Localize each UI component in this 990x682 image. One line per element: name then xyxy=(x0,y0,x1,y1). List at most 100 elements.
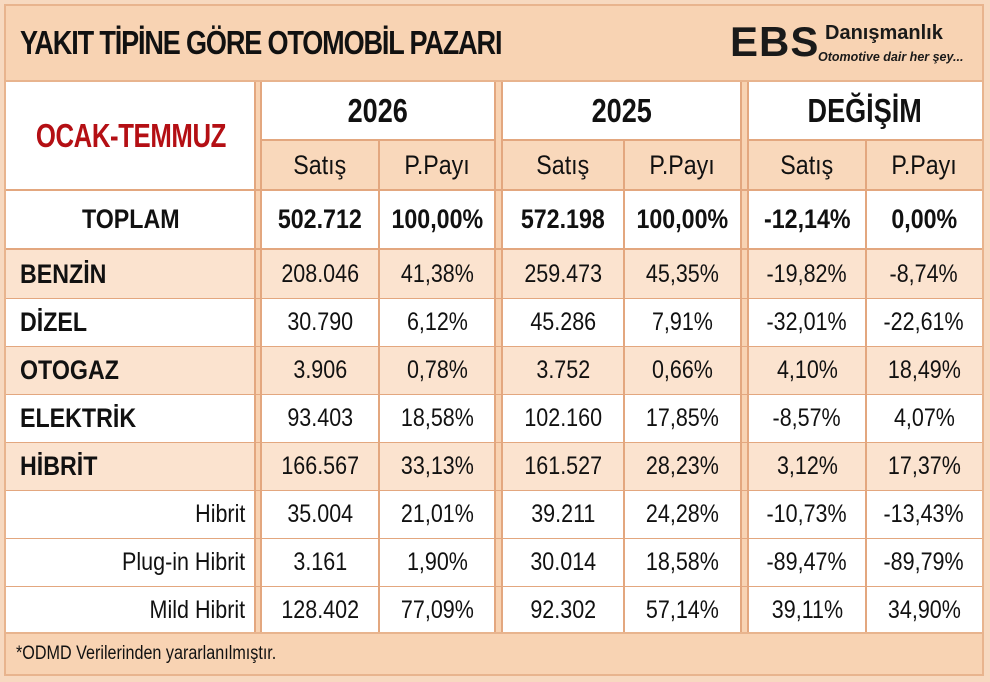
total-cell-text: 0,00% xyxy=(891,203,957,234)
group-header-text: DEĞİŞİM xyxy=(807,92,923,129)
grid-line xyxy=(378,140,380,634)
table-cell: 0,78% xyxy=(379,346,495,394)
table-cell-text: 92.302 xyxy=(530,595,596,624)
table-cell-text: -89,79% xyxy=(883,547,965,576)
page-title: YAKIT TİPİNE GÖRE OTOMOBİL PAZARI xyxy=(20,24,502,61)
group-header: 2025 xyxy=(502,82,741,140)
column-group-gap xyxy=(741,82,748,632)
table-cell: 30.790 xyxy=(261,298,379,346)
table-cell: 30.014 xyxy=(502,538,624,586)
table-cell-text: 34,90% xyxy=(887,595,961,624)
table-cell: 18,58% xyxy=(379,394,495,442)
table-cell-text: 18,58% xyxy=(646,547,719,576)
table-cell-text: 24,28% xyxy=(646,499,719,528)
table-cell-text: 45,35% xyxy=(646,259,719,288)
grid-line xyxy=(494,82,496,634)
group-header: 2026 xyxy=(261,82,495,140)
grid-line xyxy=(6,394,982,395)
table-cell: -8,57% xyxy=(748,394,866,442)
table-cell-text: 3,12% xyxy=(776,451,838,480)
column-header: Satış xyxy=(748,140,866,190)
column-group-gap xyxy=(255,82,261,632)
table-cell: 3.906 xyxy=(261,346,379,394)
table-cell-text: 7,91% xyxy=(652,307,713,336)
table-cell-text: 93.403 xyxy=(287,403,353,432)
total-cell-text: 100,00% xyxy=(636,203,729,234)
grid-line xyxy=(260,82,262,634)
table-cell: 7,91% xyxy=(624,298,741,346)
table-cell-text: 3.161 xyxy=(293,547,347,576)
table-cell-text: 18,58% xyxy=(400,403,474,432)
row-label: DİZEL xyxy=(6,298,255,346)
grid-line xyxy=(6,248,982,250)
total-cell-text: 572.198 xyxy=(521,203,605,234)
table-cell: 3.161 xyxy=(261,538,379,586)
period-label-text: OCAK-TEMMUZ xyxy=(35,117,226,154)
total-row-label: TOPLAM xyxy=(6,190,255,248)
table-cell-text: 1,90% xyxy=(406,547,468,576)
column-header: P.Payı xyxy=(866,140,982,190)
table-cell: -19,82% xyxy=(748,250,866,298)
row-label-text: HİBRİT xyxy=(20,450,98,481)
row-label-text: Hibrit xyxy=(194,499,245,528)
total-cell: 572.198 xyxy=(502,190,624,248)
table-cell: 18,49% xyxy=(866,346,982,394)
table-cell: -8,74% xyxy=(866,250,982,298)
table-cell: 21,01% xyxy=(379,490,495,538)
row-label-text: ELEKTRİK xyxy=(20,402,137,433)
table-cell: 57,14% xyxy=(624,586,741,634)
grid-line xyxy=(501,82,503,634)
column-header: Satış xyxy=(502,140,624,190)
table-cell-text: 30.014 xyxy=(530,547,596,576)
table-cell-text: -32,01% xyxy=(766,307,848,336)
column-header-text: P.Payı xyxy=(649,149,716,180)
grid-line xyxy=(6,490,982,491)
column-header-text: Satış xyxy=(536,149,590,180)
table-cell: 34,90% xyxy=(866,586,982,634)
table-cell: -89,47% xyxy=(748,538,866,586)
table-cell: 161.527 xyxy=(502,442,624,490)
table-cell-text: 41,38% xyxy=(400,259,474,288)
infographic-frame: YAKIT TİPİNE GÖRE OTOMOBİL PAZARI EBS Da… xyxy=(4,4,984,676)
table-cell: -13,43% xyxy=(866,490,982,538)
table-cell: 0,66% xyxy=(624,346,741,394)
table-cell: -32,01% xyxy=(748,298,866,346)
row-label: HİBRİT xyxy=(6,442,255,490)
table-cell-text: 128.402 xyxy=(281,595,359,624)
grid-line xyxy=(747,82,749,634)
column-header-text: Satış xyxy=(780,149,834,180)
table-cell-text: -13,43% xyxy=(883,499,965,528)
total-cell-text: 100,00% xyxy=(391,203,483,234)
table-cell: 1,90% xyxy=(379,538,495,586)
table-cell-text: 3.906 xyxy=(293,355,347,384)
table-cell-text: 17,85% xyxy=(646,403,719,432)
footnote: *ODMD Verilerinden yararlanılmıştır. xyxy=(16,643,277,664)
table-cell: 17,37% xyxy=(866,442,982,490)
total-cell: 100,00% xyxy=(379,190,495,248)
logo-tagline: Otomotive dair her şey... xyxy=(818,50,964,64)
brand-logo: EBS Danışmanlık Otomotive dair her şey..… xyxy=(730,16,970,72)
row-label: Mild Hibrit xyxy=(6,586,255,634)
column-header-text: P.Payı xyxy=(404,149,470,180)
row-label: Hibrit xyxy=(6,490,255,538)
total-row-label-text: TOPLAM xyxy=(81,203,180,234)
grid-line xyxy=(261,139,495,141)
table-cell: 4,07% xyxy=(866,394,982,442)
table-cell: 18,58% xyxy=(624,538,741,586)
row-label-text: OTOGAZ xyxy=(20,354,119,385)
table-cell: 45,35% xyxy=(624,250,741,298)
table-cell: 77,09% xyxy=(379,586,495,634)
grid-line xyxy=(6,586,982,587)
total-cell: 0,00% xyxy=(866,190,982,248)
table-cell: -10,73% xyxy=(748,490,866,538)
table-cell-text: 77,09% xyxy=(400,595,474,624)
table-cell: 28,23% xyxy=(624,442,741,490)
table-cell-text: 259.473 xyxy=(524,259,602,288)
total-cell-text: -12,14% xyxy=(763,203,851,234)
row-label: BENZİN xyxy=(6,250,255,298)
column-header: P.Payı xyxy=(624,140,741,190)
grid-line xyxy=(6,189,982,191)
table-cell-text: 166.567 xyxy=(281,451,359,480)
period-label: OCAK-TEMMUZ xyxy=(6,82,255,190)
table-cell-text: 39.211 xyxy=(530,499,596,528)
